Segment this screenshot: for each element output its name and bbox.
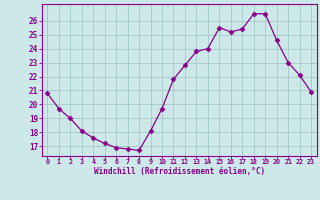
X-axis label: Windchill (Refroidissement éolien,°C): Windchill (Refroidissement éolien,°C) bbox=[94, 167, 265, 176]
